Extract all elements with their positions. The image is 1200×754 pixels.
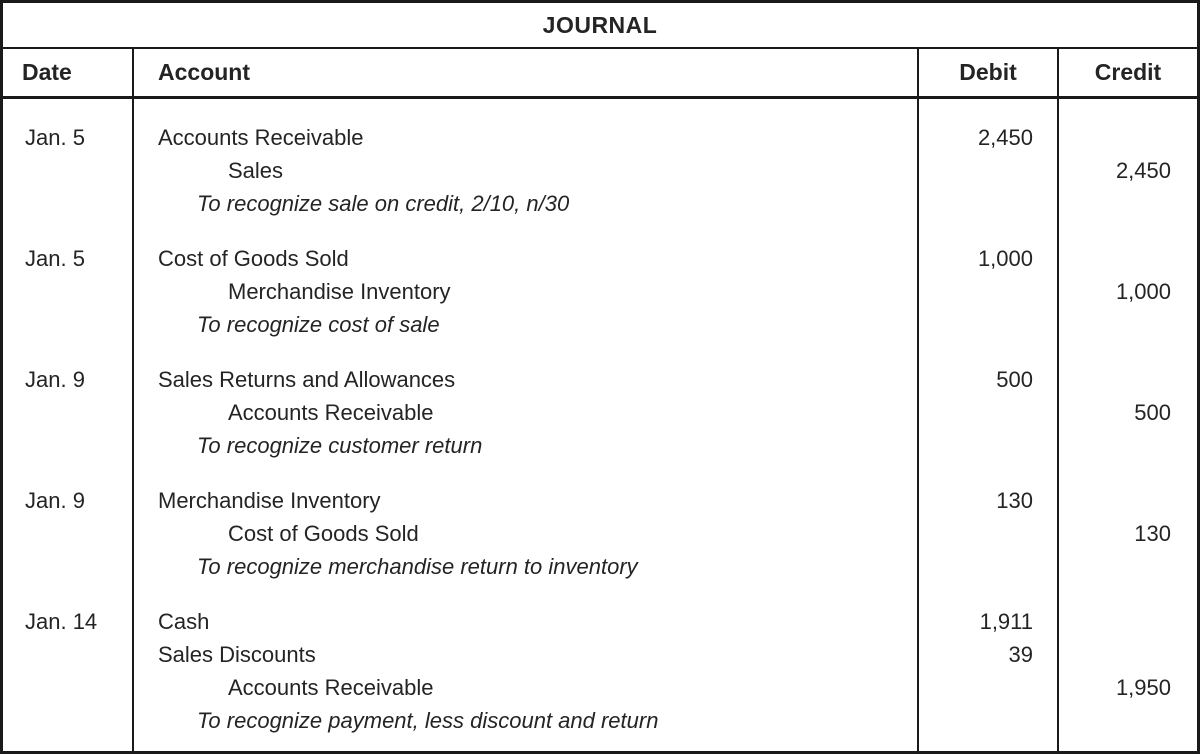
credit-amount: 1,000 xyxy=(1115,279,1171,304)
entry-debit-cell: 1,000 xyxy=(917,220,1057,341)
journal-title-row: JOURNAL xyxy=(3,3,1197,49)
entry-date-cell: Jan. 5 xyxy=(3,99,132,220)
debit-amount: 1,000 xyxy=(977,246,1033,271)
debit-account-line: Cash xyxy=(158,609,210,634)
credit-amount: 130 xyxy=(1134,521,1171,546)
entry-credit-cell: 1,950 xyxy=(1057,583,1197,751)
entry-credit-cell: 500 xyxy=(1057,341,1197,462)
entry-debit-cell: 1,911 39 xyxy=(917,583,1057,751)
debit-account-line: Sales Returns and Allowances xyxy=(158,367,456,392)
credit-account-line: Accounts Receivable xyxy=(228,675,434,700)
column-header-account: Account xyxy=(132,49,917,96)
entry-credit-cell: 130 xyxy=(1057,462,1197,583)
entry-account-cell: Cash Sales Discounts Accounts Receivable… xyxy=(132,583,917,751)
entry-debit-cell: 130 xyxy=(917,462,1057,583)
entry-date: Jan. 5 xyxy=(25,125,85,150)
entry-date-cell: Jan. 5 xyxy=(3,220,132,341)
entry-date: Jan. 5 xyxy=(25,246,85,271)
journal-title: JOURNAL xyxy=(542,11,658,38)
entry-date: Jan. 9 xyxy=(25,488,85,513)
entry-debit-cell: 500 xyxy=(917,341,1057,462)
journal-entries: Jan. 5 Accounts Receivable Sales To reco… xyxy=(3,99,1197,751)
entry-date-cell: Jan. 9 xyxy=(3,462,132,583)
entry-account-cell: Sales Returns and Allowances Accounts Re… xyxy=(132,341,917,462)
entry-debit-cell: 2,450 xyxy=(917,99,1057,220)
credit-amount: 500 xyxy=(1134,400,1171,425)
entry-description: To recognize customer return xyxy=(197,433,483,458)
debit-amount: 500 xyxy=(996,367,1033,392)
entry-date: Jan. 14 xyxy=(25,609,98,634)
journal-entry-2: Jan. 5 Cost of Goods Sold Merchandise In… xyxy=(3,220,1197,341)
credit-amount: 1,950 xyxy=(1115,675,1171,700)
debit-amount: 130 xyxy=(996,488,1033,513)
column-header-debit: Debit xyxy=(917,49,1057,96)
debit-amount: 2,450 xyxy=(977,125,1033,150)
entry-credit-cell: 1,000 xyxy=(1057,220,1197,341)
credit-account-line: Sales xyxy=(228,158,284,183)
entry-description: To recognize sale on credit, 2/10, n/30 xyxy=(197,191,570,216)
entry-description: To recognize payment, less discount and … xyxy=(197,708,659,733)
debit-amount: 39 xyxy=(1008,642,1033,667)
debit-account-line: Merchandise Inventory xyxy=(158,488,381,513)
journal-entry-3: Jan. 9 Sales Returns and Allowances Acco… xyxy=(3,341,1197,462)
journal-entry-4: Jan. 9 Merchandise Inventory Cost of Goo… xyxy=(3,462,1197,583)
column-header-row: Date Account Debit Credit xyxy=(3,49,1197,99)
entry-account-cell: Cost of Goods Sold Merchandise Inventory… xyxy=(132,220,917,341)
entry-credit-cell: 2,450 xyxy=(1057,99,1197,220)
column-header-credit: Credit xyxy=(1057,49,1197,96)
column-header-date: Date xyxy=(22,59,72,85)
entry-account-cell: Accounts Receivable Sales To recognize s… xyxy=(132,99,917,220)
debit-account-line: Sales Discounts xyxy=(158,642,316,667)
entry-date-cell: Jan. 14 xyxy=(3,583,132,751)
journal-entry-5: Jan. 14 Cash Sales Discounts Accounts Re… xyxy=(3,583,1197,751)
credit-account-line: Cost of Goods Sold xyxy=(228,521,419,546)
entry-date-cell: Jan. 9 xyxy=(3,341,132,462)
journal-entry-1: Jan. 5 Accounts Receivable Sales To reco… xyxy=(3,99,1197,220)
credit-account-line: Accounts Receivable xyxy=(228,400,434,425)
debit-amount: 1,911 xyxy=(979,609,1033,634)
credit-account-line: Merchandise Inventory xyxy=(228,279,451,304)
entry-description: To recognize merchandise return to inven… xyxy=(197,554,638,579)
entry-account-cell: Merchandise Inventory Cost of Goods Sold… xyxy=(132,462,917,583)
credit-amount: 2,450 xyxy=(1115,158,1171,183)
entry-description: To recognize cost of sale xyxy=(197,312,440,337)
debit-account-line: Cost of Goods Sold xyxy=(158,246,349,271)
entry-date: Jan. 9 xyxy=(25,367,85,392)
debit-account-line: Accounts Receivable xyxy=(158,125,364,150)
